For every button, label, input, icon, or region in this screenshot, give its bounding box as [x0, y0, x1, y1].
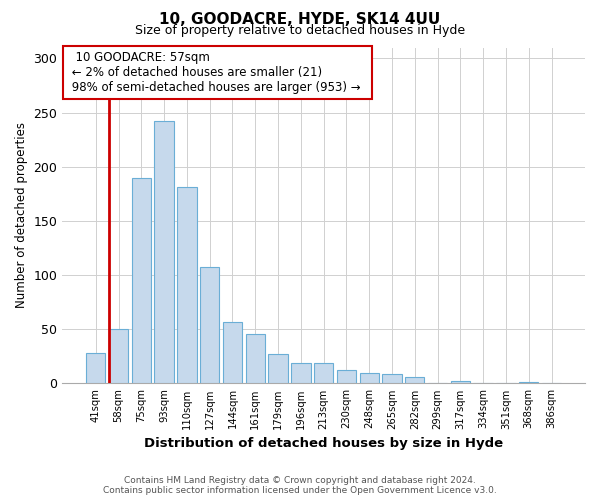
Bar: [268, 354, 288, 384]
Bar: [519, 382, 538, 384]
Bar: [154, 121, 174, 384]
Bar: [86, 353, 106, 384]
Bar: [451, 382, 470, 384]
Bar: [337, 370, 356, 384]
Bar: [131, 178, 151, 384]
Bar: [359, 372, 379, 384]
Bar: [405, 377, 424, 384]
Bar: [382, 374, 402, 384]
Bar: [109, 329, 128, 384]
Bar: [291, 363, 311, 384]
Bar: [314, 363, 334, 384]
Text: 10, GOODACRE, HYDE, SK14 4UU: 10, GOODACRE, HYDE, SK14 4UU: [160, 12, 440, 28]
Bar: [245, 334, 265, 384]
Text: Size of property relative to detached houses in Hyde: Size of property relative to detached ho…: [135, 24, 465, 37]
Bar: [223, 322, 242, 384]
Text: 10 GOODACRE: 57sqm
 ← 2% of detached houses are smaller (21)
 98% of semi-detach: 10 GOODACRE: 57sqm ← 2% of detached hous…: [68, 51, 368, 94]
Text: Contains HM Land Registry data © Crown copyright and database right 2024.
Contai: Contains HM Land Registry data © Crown c…: [103, 476, 497, 495]
Bar: [177, 188, 197, 384]
Bar: [200, 268, 220, 384]
X-axis label: Distribution of detached houses by size in Hyde: Distribution of detached houses by size …: [144, 437, 503, 450]
Y-axis label: Number of detached properties: Number of detached properties: [15, 122, 28, 308]
